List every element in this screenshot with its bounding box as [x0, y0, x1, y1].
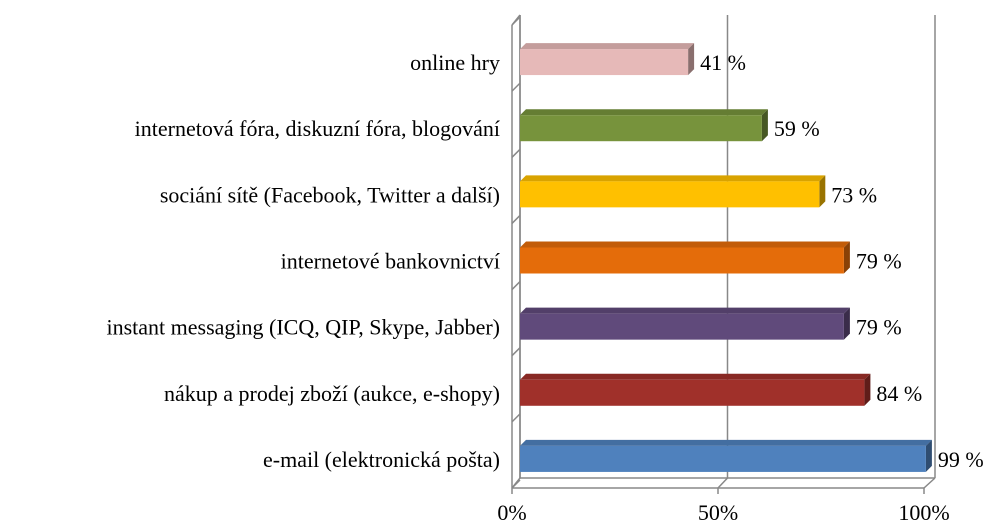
bar-top [520, 439, 932, 446]
bar-front [520, 181, 820, 208]
bar [520, 43, 695, 76]
bar-top [520, 241, 850, 248]
value-label: 79 % [856, 249, 902, 274]
y-tick-label: sociání sítě (Facebook, Twitter a další) [160, 182, 500, 207]
value-label: 84 % [876, 381, 922, 406]
y-tick-label: nákup a prodej zboží (aukce, e-shopy) [164, 381, 500, 406]
bar-front [520, 115, 762, 142]
bar-front [520, 379, 865, 406]
bar [520, 439, 932, 472]
y-tick-label: instant messaging (ICQ, QIP, Skype, Jabb… [106, 315, 500, 340]
x-tick-label: 0% [497, 500, 526, 525]
y-tick [511, 82, 521, 92]
bar [520, 307, 850, 340]
floor-tick [923, 477, 936, 489]
bar [520, 109, 768, 142]
y-tick [511, 16, 521, 26]
y-tick-label: internetová fóra, diskuzní fóra, blogová… [135, 116, 500, 141]
bar-top [520, 175, 826, 182]
bar-front [520, 49, 689, 76]
bar [520, 175, 826, 208]
value-label: 73 % [831, 182, 877, 207]
bar-side [688, 43, 695, 76]
value-label: 79 % [856, 315, 902, 340]
bar [520, 373, 871, 406]
bar-front [520, 445, 926, 472]
y-tick-label: online hry [410, 50, 500, 75]
y-tick [511, 281, 521, 291]
y-tick-label: internetové bankovnictví [281, 249, 500, 274]
bar-top [520, 307, 850, 314]
bar-top [520, 373, 871, 380]
x-tick-label: 100% [898, 500, 949, 525]
y-tick [511, 347, 521, 357]
bar-side [843, 241, 850, 274]
bar-front [520, 313, 844, 340]
bar-side [843, 307, 850, 340]
y-tick [511, 479, 521, 489]
bar-side [819, 175, 826, 208]
value-label: 59 % [774, 116, 820, 141]
y-tick [511, 148, 521, 158]
value-label: 41 % [700, 50, 746, 75]
bar-front [520, 247, 844, 274]
bar-side [761, 109, 768, 142]
bar-top [520, 43, 695, 50]
y-tick [511, 214, 521, 224]
bar-side [925, 439, 932, 472]
bar-side [864, 373, 871, 406]
bar-top [520, 109, 768, 116]
y-tick-label: e-mail (elektronická pošta) [263, 447, 500, 472]
value-label: 99 % [938, 447, 984, 472]
y-tick [511, 413, 521, 423]
floor-tick [717, 477, 729, 489]
x-tick-label: 50% [698, 500, 738, 525]
bar [520, 241, 850, 274]
